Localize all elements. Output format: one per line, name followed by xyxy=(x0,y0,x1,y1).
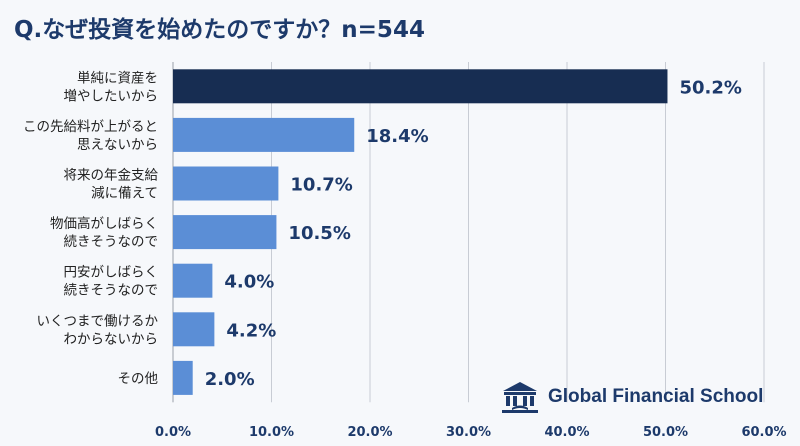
value-label: 2.0% xyxy=(205,369,255,390)
value-label: 4.0% xyxy=(224,272,274,293)
category-label: 単純に資産を xyxy=(77,70,158,86)
x-tick-label: 20.0% xyxy=(347,425,392,440)
bar xyxy=(173,69,668,104)
bar xyxy=(173,166,279,201)
category-label: その他 xyxy=(118,371,159,387)
category-label: 続きそうなので xyxy=(64,234,159,250)
category-label: 円安がしばらく xyxy=(64,265,159,281)
x-tick-label: 30.0% xyxy=(446,425,491,440)
category-label: この先給料が上がると xyxy=(23,119,158,135)
brand-logo: Global Financial School xyxy=(500,381,763,413)
value-labels: 50.2% 18.4% 10.7% 10.5% 4.0% 4.2% 2.0% xyxy=(205,77,742,390)
x-tick-label: 40.0% xyxy=(544,425,589,440)
value-label: 10.7% xyxy=(290,175,352,196)
category-label: いくつまで働けるか xyxy=(37,313,159,329)
x-tick-label: 0.0% xyxy=(155,425,191,440)
category-label: 物価高がしばらく xyxy=(50,215,158,232)
value-label: 10.5% xyxy=(288,223,350,244)
bar xyxy=(173,117,355,152)
x-tick-label: 50.0% xyxy=(643,425,688,440)
category-label: 思えないから xyxy=(77,137,158,153)
x-tick-label: 10.0% xyxy=(249,425,294,440)
x-tick-labels: 0.0% 10.0% 20.0% 30.0% 40.0% 50.0% 60.0% xyxy=(155,425,787,440)
category-label: わからないから xyxy=(64,331,159,347)
category-label: 将来の年金支給 xyxy=(64,168,159,184)
brand-name: Global Financial School xyxy=(548,386,764,407)
category-label: 続きそうなので xyxy=(64,283,159,299)
value-label: 18.4% xyxy=(366,126,428,147)
bar xyxy=(173,263,213,298)
value-label: 50.2% xyxy=(679,77,741,98)
chart-title: Q.なぜ投資を始めたのですか？n=544 xyxy=(14,17,425,43)
bar xyxy=(173,360,193,395)
bar xyxy=(173,215,277,250)
school-building-icon xyxy=(502,382,538,413)
value-label: 4.2% xyxy=(226,320,276,341)
bar xyxy=(173,312,215,347)
category-labels: 単純に資産を増やしたいからこの先給料が上がると思えないから将来の年金支給減に備え… xyxy=(23,70,158,387)
category-label: 減に備えて xyxy=(91,185,158,202)
x-tick-label: 60.0% xyxy=(741,425,786,440)
category-label: 増やしたいから xyxy=(64,88,159,104)
bars xyxy=(173,69,668,395)
